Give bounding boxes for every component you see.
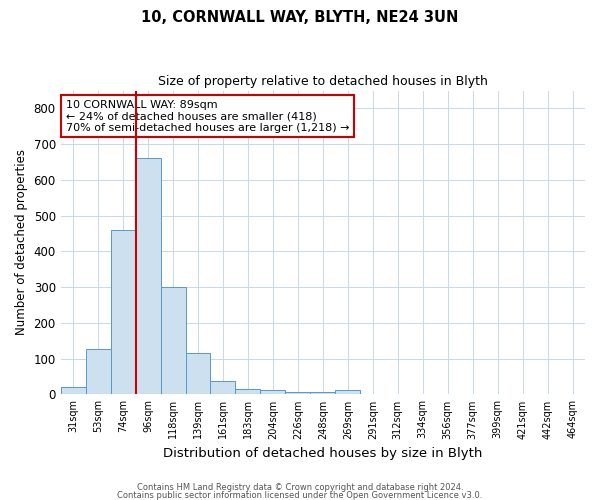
Bar bbox=[86, 348, 110, 395]
Text: Contains HM Land Registry data © Crown copyright and database right 2024.: Contains HM Land Registry data © Crown c… bbox=[137, 484, 463, 492]
Text: 10, CORNWALL WAY, BLYTH, NE24 3UN: 10, CORNWALL WAY, BLYTH, NE24 3UN bbox=[142, 10, 458, 25]
Bar bbox=[61, 388, 86, 394]
Y-axis label: Number of detached properties: Number of detached properties bbox=[15, 150, 28, 336]
Bar bbox=[185, 354, 211, 395]
Bar bbox=[136, 158, 161, 394]
Bar bbox=[286, 392, 310, 394]
Bar bbox=[110, 230, 136, 394]
Text: Contains public sector information licensed under the Open Government Licence v3: Contains public sector information licen… bbox=[118, 490, 482, 500]
X-axis label: Distribution of detached houses by size in Blyth: Distribution of detached houses by size … bbox=[163, 447, 482, 460]
Text: 10 CORNWALL WAY: 89sqm
← 24% of detached houses are smaller (418)
70% of semi-de: 10 CORNWALL WAY: 89sqm ← 24% of detached… bbox=[66, 100, 349, 133]
Bar bbox=[235, 388, 260, 394]
Bar bbox=[260, 390, 286, 394]
Bar bbox=[161, 287, 185, 395]
Bar bbox=[335, 390, 360, 394]
Title: Size of property relative to detached houses in Blyth: Size of property relative to detached ho… bbox=[158, 75, 488, 88]
Bar bbox=[211, 381, 235, 394]
Bar bbox=[310, 392, 335, 394]
